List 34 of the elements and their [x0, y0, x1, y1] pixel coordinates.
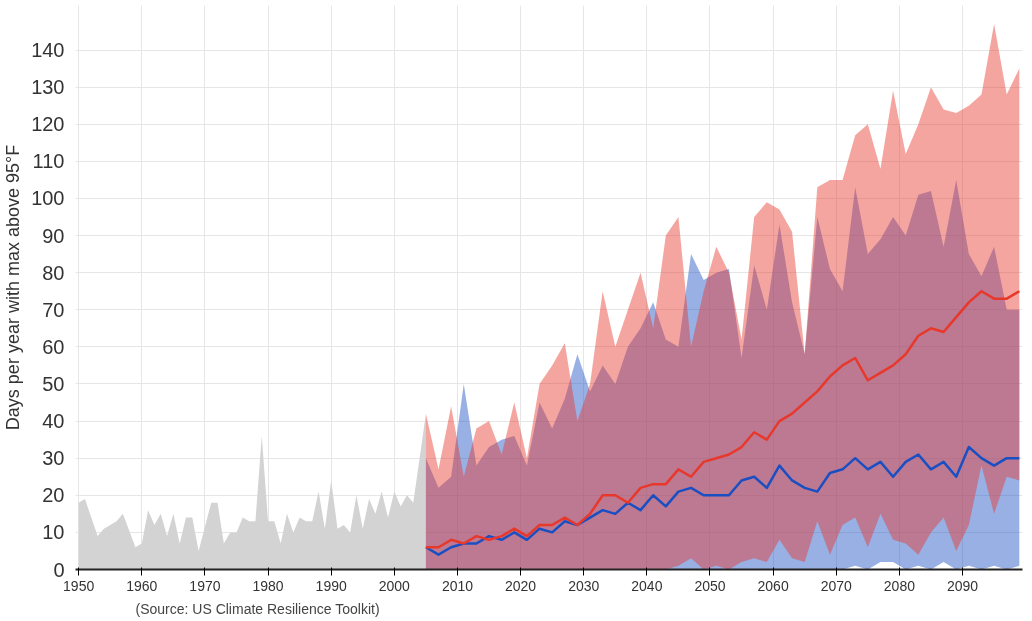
y-tick-label: 80	[42, 261, 65, 284]
y-tick-label: 130	[31, 76, 65, 99]
x-tick-label: 2070	[820, 577, 853, 594]
x-tick-label: 2020	[505, 577, 537, 594]
y-tick-label: 10	[42, 521, 65, 544]
y-tick-label: 0	[53, 558, 65, 581]
y-tick-label: 60	[42, 335, 65, 358]
y-axis-title: Days per year with max above 95°F	[3, 144, 24, 431]
y-tick-label: 140	[31, 39, 65, 62]
x-tick-label: 1960	[126, 577, 158, 594]
y-tick-label: 70	[42, 298, 65, 321]
x-tick-label: 2000	[378, 577, 411, 594]
x-tick-label: 2080	[883, 577, 916, 594]
x-tick-label: 2050	[694, 577, 726, 594]
y-tick-label: 50	[42, 372, 65, 395]
y-tick-label: 100	[31, 187, 65, 210]
y-tick-label: 120	[31, 113, 65, 136]
x-tick-label: 2030	[568, 577, 600, 594]
y-tick-label: 110	[32, 150, 65, 173]
x-tick-label: 2060	[757, 577, 789, 594]
x-tick-label: 1990	[315, 577, 347, 594]
x-tick-label: 2090	[946, 577, 979, 594]
y-tick-label: 40	[42, 410, 65, 433]
x-tick-label: 1970	[189, 577, 221, 594]
y-tick-label: 90	[42, 224, 65, 247]
line-series	[424, 289, 1021, 549]
x-tick-label: 1950	[63, 577, 95, 594]
text: (Source: US Climate Resilience Toolkit)	[135, 600, 380, 617]
y-tick-label: 30	[42, 447, 65, 470]
x-tick-label: 2040	[631, 577, 663, 594]
x-tick-label: 2010	[441, 577, 474, 594]
y-tick-label: 20	[42, 484, 65, 507]
x-tick-label: 1980	[252, 577, 284, 594]
line-series	[424, 445, 1021, 556]
